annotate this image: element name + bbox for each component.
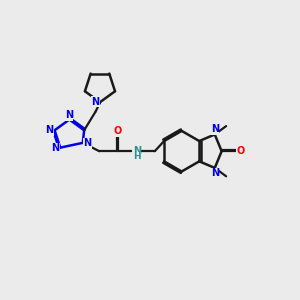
Text: N: N (45, 125, 53, 135)
Text: N: N (65, 110, 73, 120)
Text: N: N (133, 146, 141, 156)
Text: N: N (83, 138, 92, 148)
Text: N: N (211, 168, 219, 178)
Text: N: N (51, 143, 59, 153)
Text: O: O (114, 127, 122, 136)
Text: N: N (211, 124, 219, 134)
Text: H: H (133, 152, 141, 161)
Text: O: O (236, 146, 244, 156)
Text: N: N (91, 97, 99, 106)
